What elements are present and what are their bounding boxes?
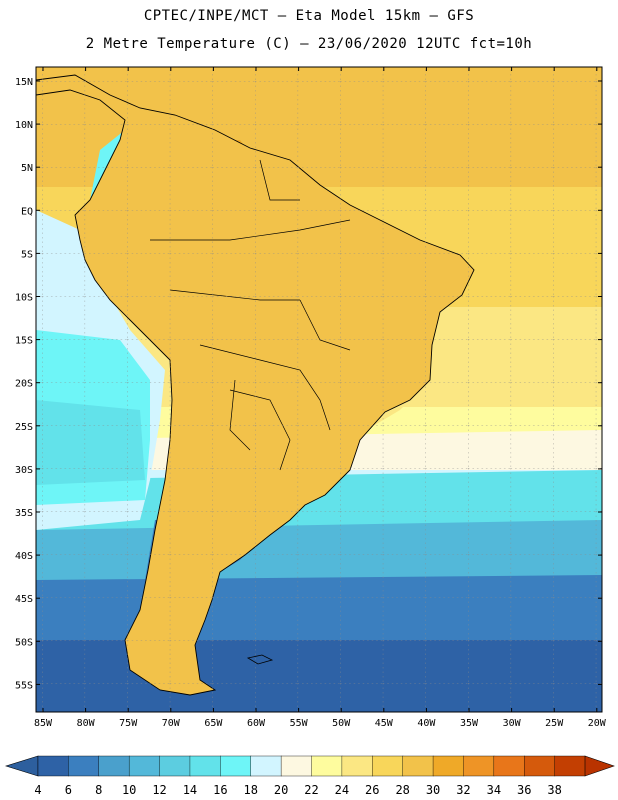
lat-label: 5S bbox=[21, 249, 33, 260]
colorbar-label: 38 bbox=[547, 783, 561, 797]
colorbar-swatch bbox=[524, 755, 556, 777]
lon-label: 50W bbox=[332, 718, 351, 729]
lat-label: 5N bbox=[21, 163, 33, 174]
colorbar-label: 30 bbox=[426, 783, 440, 797]
lon-label: 20W bbox=[588, 718, 607, 729]
colorbar-swatch bbox=[493, 755, 525, 777]
lat-label: 35S bbox=[15, 508, 33, 519]
colorbar-label: 24 bbox=[335, 783, 349, 797]
lat-label: 10S bbox=[15, 293, 33, 304]
lon-label: 75W bbox=[119, 718, 138, 729]
colorbar-swatch bbox=[554, 755, 586, 777]
colorbar-label: 16 bbox=[213, 783, 227, 797]
colorbar-swatch bbox=[159, 755, 191, 777]
graticule bbox=[36, 67, 602, 712]
map-field bbox=[36, 67, 602, 712]
colorbar-swatch bbox=[220, 755, 252, 777]
lon-label: 70W bbox=[162, 718, 181, 729]
latitude-axis: 15N 10N 5N EQ 5S 10S 15S 20S 25S 30S 35S 40S 45S 50S 5… bbox=[15, 77, 602, 691]
chart-title-line2: 2 Metre Temperature (C) – 23/06/2020 12U… bbox=[85, 36, 533, 52]
lat-label: 15N bbox=[15, 77, 33, 88]
colorbar-label: 28 bbox=[395, 783, 409, 797]
colorbar-over-arrow bbox=[584, 755, 615, 777]
colorbar-swatch bbox=[189, 755, 221, 777]
lat-label: 10N bbox=[15, 120, 33, 131]
colorbar-label: 12 bbox=[152, 783, 166, 797]
lat-label: 25S bbox=[15, 422, 33, 433]
lat-label: 20S bbox=[15, 379, 33, 390]
colorbar: 4 6 8 10 12 14 16 18 20 22 24 26 28 30 32 34 36 38 bbox=[4, 755, 615, 797]
lon-label: 60W bbox=[247, 718, 266, 729]
colorbar-label: 8 bbox=[95, 783, 102, 797]
colorbar-under-arrow bbox=[4, 755, 39, 777]
colorbar-label: 10 bbox=[122, 783, 136, 797]
colorbar-swatch bbox=[98, 755, 130, 777]
colorbar-label: 20 bbox=[274, 783, 288, 797]
lat-label: 45S bbox=[15, 594, 33, 605]
colorbar-label: 32 bbox=[456, 783, 470, 797]
lat-label: 30S bbox=[15, 465, 33, 476]
colorbar-label: 22 bbox=[304, 783, 318, 797]
lon-label: 35W bbox=[460, 718, 479, 729]
lon-label: 55W bbox=[290, 718, 309, 729]
colorbar-swatch bbox=[372, 755, 404, 777]
colorbar-swatch bbox=[250, 755, 282, 777]
lon-label: 45W bbox=[375, 718, 394, 729]
colorbar-swatch bbox=[432, 755, 464, 777]
lon-label: 30W bbox=[503, 718, 522, 729]
colorbar-label: 18 bbox=[243, 783, 257, 797]
lon-label: 80W bbox=[77, 718, 96, 729]
colorbar-label: 26 bbox=[365, 783, 379, 797]
lat-label: 15S bbox=[15, 336, 33, 347]
colorbar-label: 6 bbox=[65, 783, 72, 797]
colorbar-label: 36 bbox=[517, 783, 531, 797]
colorbar-swatch bbox=[280, 755, 313, 777]
longitude-axis: 85W 80W 75W 70W 65W 60W 55W 50W 45W 40W 35W 30W 25W 2… bbox=[34, 67, 607, 729]
colorbar-swatch bbox=[128, 755, 161, 777]
colorbar-label: 14 bbox=[183, 783, 197, 797]
lon-label: 40W bbox=[417, 718, 436, 729]
lat-label: 40S bbox=[15, 551, 33, 562]
falkland-islands bbox=[246, 654, 274, 665]
lat-label: 55S bbox=[15, 680, 33, 691]
colorbar-swatch bbox=[463, 755, 495, 777]
colorbar-swatch bbox=[341, 755, 373, 777]
colorbar-swatch bbox=[402, 755, 434, 777]
lat-label: 50S bbox=[15, 637, 33, 648]
colorbar-swatch bbox=[37, 755, 69, 777]
colorbar-label: 4 bbox=[34, 783, 41, 797]
colorbar-swatch bbox=[68, 755, 100, 777]
map-frame bbox=[35, 66, 603, 713]
colorbar-swatch bbox=[311, 755, 343, 777]
chart-title-line1: CPTEC/INPE/MCT – Eta Model 15km – GFS bbox=[143, 8, 475, 24]
lon-label: 65W bbox=[204, 718, 223, 729]
colorbar-label: 34 bbox=[487, 783, 501, 797]
lon-label: 85W bbox=[34, 718, 53, 729]
lon-label: 25W bbox=[545, 718, 564, 729]
lat-label: EQ bbox=[21, 206, 33, 217]
